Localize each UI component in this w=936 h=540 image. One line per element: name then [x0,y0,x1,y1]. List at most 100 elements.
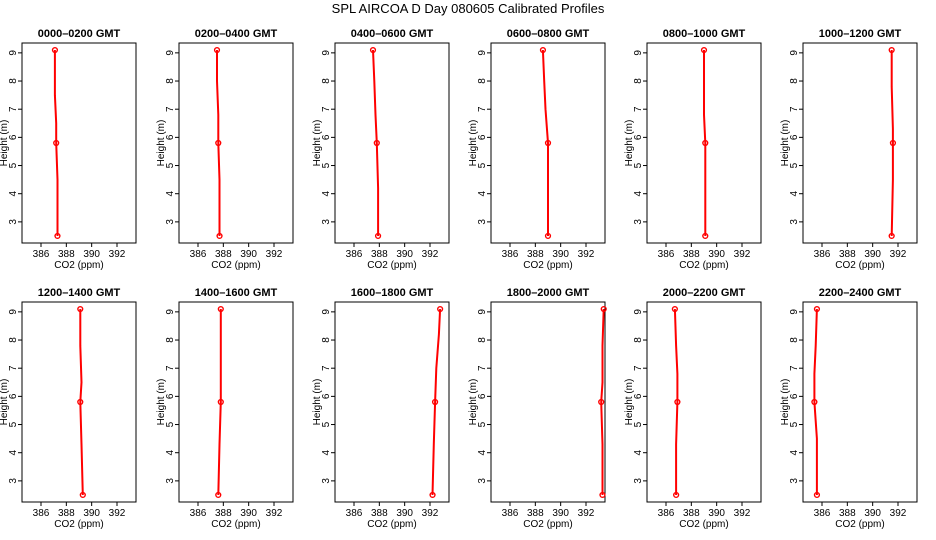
x-tick-label: 390 [708,249,725,260]
y-tick-label: 6 [477,134,488,140]
plot-frame [802,42,918,244]
x-tick-label: 388 [58,508,75,519]
panel-title: 0200–0400 GMT [195,28,278,40]
y-tick-label: 9 [477,50,488,56]
y-tick-label: 4 [477,190,488,196]
x-tick-label: 388 [371,249,388,260]
y-tick-label: 6 [8,134,19,140]
y-axis-label: Height (m) [780,120,791,167]
x-axis-label: CO2 (ppm) [367,519,416,530]
x-tick-label: 390 [83,249,100,260]
y-tick-label: 3 [477,219,488,225]
x-axis-label: CO2 (ppm) [679,519,728,530]
profile-line [541,49,549,236]
y-tick-label: 8 [321,78,332,84]
y-tick-label: 8 [165,337,176,343]
y-tick-label: 4 [165,190,176,196]
y-tick-label: 9 [789,309,800,315]
y-tick-label: 4 [321,190,332,196]
x-tick-label: 386 [814,249,831,260]
y-tick-label: 7 [789,365,800,371]
x-axis-label: CO2 (ppm) [211,519,260,530]
profile-line [673,308,679,495]
plot-frame [490,301,606,503]
y-tick-label: 7 [633,365,644,371]
x-tick-label: 386 [658,249,675,260]
plot-frame [334,42,450,244]
x-axis-label: CO2 (ppm) [211,260,260,271]
y-tick-label: 8 [789,337,800,343]
y-tick-label: 3 [165,219,176,225]
x-tick-label: 386 [658,508,675,519]
data-point [813,305,821,313]
panel-title: 1400–1600 GMT [195,287,278,299]
y-tick-label: 5 [477,421,488,427]
x-tick-label: 392 [266,508,283,519]
y-tick-label: 7 [633,106,644,112]
y-tick-label: 7 [321,365,332,371]
x-tick-label: 390 [83,508,100,519]
y-tick-label: 3 [321,219,332,225]
y-tick-label: 8 [477,337,488,343]
y-tick-label: 7 [8,106,19,112]
y-tick-label: 8 [165,78,176,84]
panel-11: 2000–2200 GMT 386 388 390 392 CO2 (ppm) 3 4 5 6 7 8… [624,287,762,530]
data-point [369,46,377,54]
y-tick-label: 3 [165,478,176,484]
data-point [79,491,86,499]
panel-8: 1400–1600 GMT 386 388 390 392 CO2 (ppm) 3 4 5 6 7 8… [156,287,294,530]
y-tick-label: 4 [321,449,332,455]
x-tick-label: 390 [864,249,881,260]
x-tick-label: 392 [734,508,751,519]
y-tick-label: 7 [8,365,19,371]
x-axis-label: CO2 (ppm) [679,260,728,271]
data-point [437,305,444,313]
y-tick-label: 8 [789,78,800,84]
y-tick-label: 9 [633,309,644,315]
data-point [600,305,607,313]
y-axis-label: Height (m) [156,120,167,167]
panel-4: 0600–0800 GMT 386 388 390 392 CO2 (ppm) 3 4 5 6 7 8… [468,28,606,271]
y-tick-label: 5 [633,162,644,168]
panel-7: 1200–1400 GMT 386 388 390 392 CO2 (ppm) 3 4 5 6 7 8… [0,287,137,530]
profile-line [890,50,894,237]
data-point [373,139,380,147]
data-point [431,398,439,406]
data-point [671,305,678,313]
panel-title: 0600–0800 GMT [507,28,590,40]
y-tick-label: 9 [789,50,800,56]
y-tick-label: 4 [789,190,800,196]
y-tick-label: 7 [477,365,488,371]
data-point [674,398,681,406]
plot-frame [490,42,606,244]
panel-title: 1000–1200 GMT [819,28,902,40]
profile-line [600,308,605,495]
x-tick-label: 388 [527,249,544,260]
panel-5: 0800–1000 GMT 386 388 390 392 CO2 (ppm) 3 4 5 6 7 8… [624,28,762,271]
data-point [599,491,606,499]
x-tick-label: 386 [190,508,207,519]
plot-frame [646,301,762,503]
y-tick-label: 6 [165,393,176,399]
x-tick-label: 392 [422,508,439,519]
x-tick-label: 392 [578,249,595,260]
data-point [217,305,224,313]
y-tick-label: 3 [477,478,488,484]
x-tick-label: 390 [240,508,257,519]
panel-title: 2000–2200 GMT [663,287,746,299]
x-tick-label: 388 [215,508,232,519]
panel-title: 1600–1800 GMT [351,287,434,299]
y-tick-label: 5 [165,162,176,168]
data-point [374,232,382,240]
data-point [702,139,709,147]
profile-line [813,308,818,495]
x-tick-label: 392 [109,508,126,519]
y-axis-label: Height (m) [468,379,479,426]
y-tick-label: 7 [789,106,800,112]
y-tick-label: 5 [321,421,332,427]
x-axis-label: CO2 (ppm) [523,519,572,530]
y-tick-label: 9 [477,309,488,315]
y-tick-label: 5 [165,421,176,427]
panel-title: 0800–1000 GMT [663,28,746,40]
